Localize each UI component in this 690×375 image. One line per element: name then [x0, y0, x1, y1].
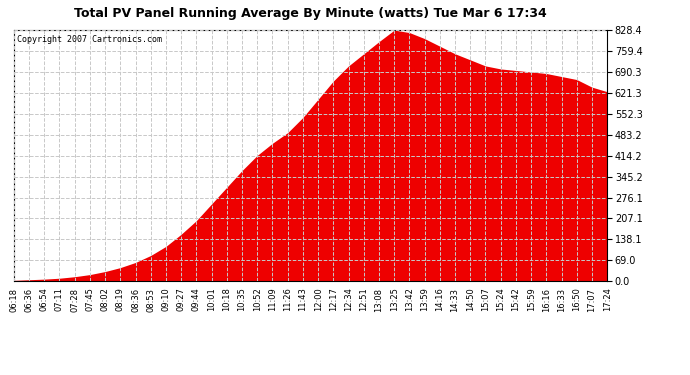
Text: Copyright 2007 Cartronics.com: Copyright 2007 Cartronics.com — [17, 35, 161, 44]
Text: Total PV Panel Running Average By Minute (watts) Tue Mar 6 17:34: Total PV Panel Running Average By Minute… — [74, 8, 547, 21]
